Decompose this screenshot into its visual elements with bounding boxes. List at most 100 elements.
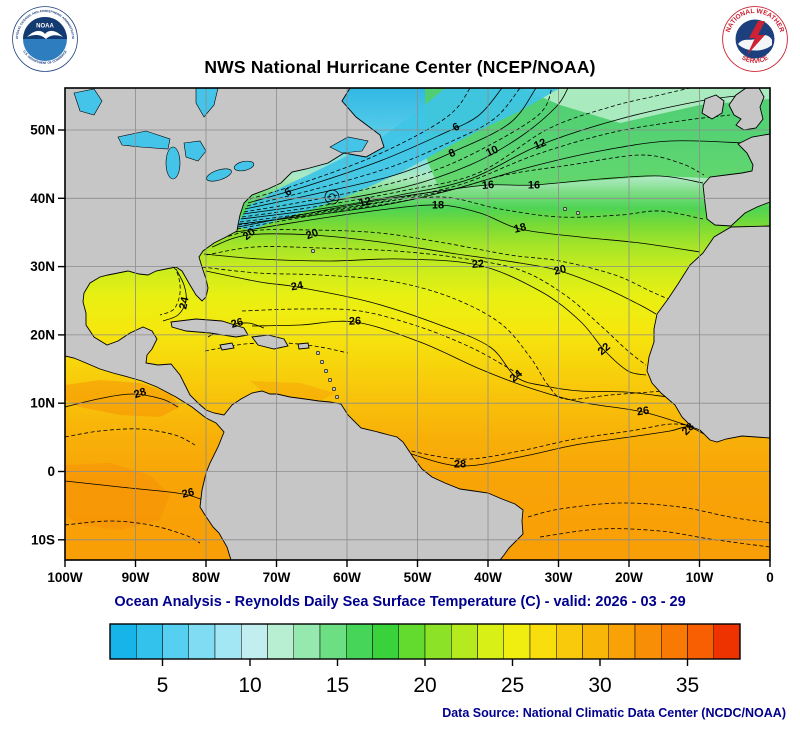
colorbar-swatch: [529, 623, 557, 660]
lon-axis: 100W 90W 80W 70W 60W 50W 40W 30W 20W 10W 0: [47, 560, 774, 585]
colorbar-swatch: [634, 623, 662, 660]
contour-label: 16: [528, 180, 540, 192]
graticule: [65, 88, 770, 560]
island: [323, 368, 328, 373]
colorbar-tick-label: 25: [501, 674, 524, 697]
colorbar-swatch: [372, 623, 399, 660]
colorbar-swatch: [477, 623, 504, 660]
colorbar-swatch: [451, 623, 478, 660]
colorbar-swatch: [267, 623, 294, 660]
colorbar-tick-label: 30: [588, 674, 611, 697]
contour-label: 26: [181, 486, 196, 501]
colorbar-swatch: [661, 623, 688, 660]
sst-region-warm-pool: [65, 380, 180, 417]
lon-tick-label: 90W: [122, 570, 150, 585]
contour-label: 24: [290, 279, 305, 293]
colorbar-swatches: [109, 623, 741, 660]
contour-label: 20: [304, 227, 320, 242]
colorbar-tick-label: 10: [238, 674, 261, 697]
colorbar-tick-label: 5: [157, 674, 169, 697]
lon-tick-label: 50W: [404, 570, 432, 585]
contour-label: 6: [283, 186, 294, 199]
lon-tick-label: 100W: [47, 570, 83, 585]
colorbar-swatch: [582, 623, 609, 660]
colorbar-swatch: [424, 623, 452, 660]
contour-lines: [65, 88, 770, 548]
contour-label: 26: [349, 315, 362, 327]
lon-tick-label: 10W: [686, 570, 714, 585]
contour-label: 20: [553, 263, 568, 278]
lon-tick-label: 30W: [545, 570, 573, 585]
landmasses: [65, 88, 770, 560]
contour-label: 24: [177, 295, 191, 310]
colorbar-swatch: [398, 623, 426, 660]
colorbar-swatch: [214, 623, 242, 660]
colorbar-swatch: [608, 623, 636, 660]
colorbar-tick-label: 35: [676, 674, 699, 697]
lon-tick-label: 60W: [333, 570, 361, 585]
island: [319, 359, 324, 364]
lon-tick-label: 70W: [263, 570, 291, 585]
noaa-acronym: NOAA: [36, 24, 54, 30]
lat-tick-label: 10S: [31, 532, 55, 547]
colorbar-swatch: [687, 623, 714, 660]
island: [315, 350, 320, 355]
contour-label: 16: [481, 179, 494, 192]
lat-axis: 50N 40N 30N 20N 10N 0 10S: [30, 123, 65, 547]
colorbar-swatch: [188, 623, 216, 660]
contour-label: 28: [132, 386, 147, 401]
colorbar-tick-label: 20: [413, 674, 436, 697]
gulf-stream-eddy: [324, 189, 340, 205]
contour-label: 12: [532, 137, 548, 153]
data-source-credit: Data Source: National Climatic Data Cent…: [442, 706, 786, 720]
colorbar-swatch: [241, 623, 268, 660]
sst-region-ne-pale: [520, 88, 770, 123]
colorbar-swatch: [346, 623, 373, 660]
contour-label: 18: [513, 221, 528, 236]
contour-label: 26: [230, 316, 245, 331]
island: [327, 377, 332, 382]
noaa-logo: NATIONAL OCEANIC AND ATMOSPHERIC ADMINIS…: [12, 6, 78, 72]
sst-region-nw-cold: [234, 88, 560, 230]
island: [310, 249, 315, 254]
sst-analysis-map: 50N 40N 30N 20N 10N 0 10S 100W 90W 80W 70W 60W 50W 40…: [30, 87, 774, 585]
island: [331, 386, 336, 391]
contour-label: 26: [636, 405, 650, 419]
lon-tick-label: 20W: [615, 570, 643, 585]
colorbar-swatch: [713, 623, 741, 660]
island: [575, 211, 580, 216]
nws-logo: NATIONAL WEATHER SERVICE: [722, 6, 788, 72]
noaa-seagull-icon: [27, 30, 63, 39]
gulf-stream-eddy: [328, 193, 336, 201]
contour-label: 10: [484, 143, 500, 159]
colorbar-swatch: [162, 623, 189, 660]
lon-tick-label: 80W: [192, 570, 220, 585]
island: [562, 207, 567, 212]
lat-tick-label: 30N: [30, 259, 55, 274]
lat-tick-label: 20N: [30, 327, 55, 342]
colorbar-ticks: 5 10 15 20 25 30 35: [157, 659, 699, 697]
contour-label: 12: [358, 195, 373, 210]
lat-tick-label: 40N: [30, 191, 55, 206]
colorbar-swatch: [109, 623, 137, 660]
colorbar-swatch: [136, 623, 163, 660]
lakes: [73, 88, 369, 182]
contour-label: 20: [241, 226, 258, 243]
contour-label: 6: [451, 121, 462, 134]
colorbar-swatch: [556, 623, 583, 660]
contour-label: 18: [432, 200, 444, 212]
page-title: NWS National Hurricane Center (NCEP/NOAA…: [204, 57, 596, 77]
colorbar-swatch: [319, 623, 347, 660]
lon-tick-label: 0: [766, 570, 774, 585]
lon-tick-label: 40W: [474, 570, 502, 585]
lat-tick-label: 50N: [30, 123, 55, 138]
nws-ring-text-bottom: SERVICE: [740, 54, 770, 65]
map-caption: Ocean Analysis - Reynolds Daily Sea Surf…: [114, 594, 686, 610]
colorbar-swatch: [503, 623, 531, 660]
temperature-colorbar: 5 10 15 20 25 30 35: [109, 623, 741, 697]
colorbar-tick-label: 15: [326, 674, 349, 697]
contour-label: 28: [454, 459, 466, 471]
map-plot-area: [65, 88, 770, 560]
lat-tick-label: 0: [47, 464, 55, 479]
